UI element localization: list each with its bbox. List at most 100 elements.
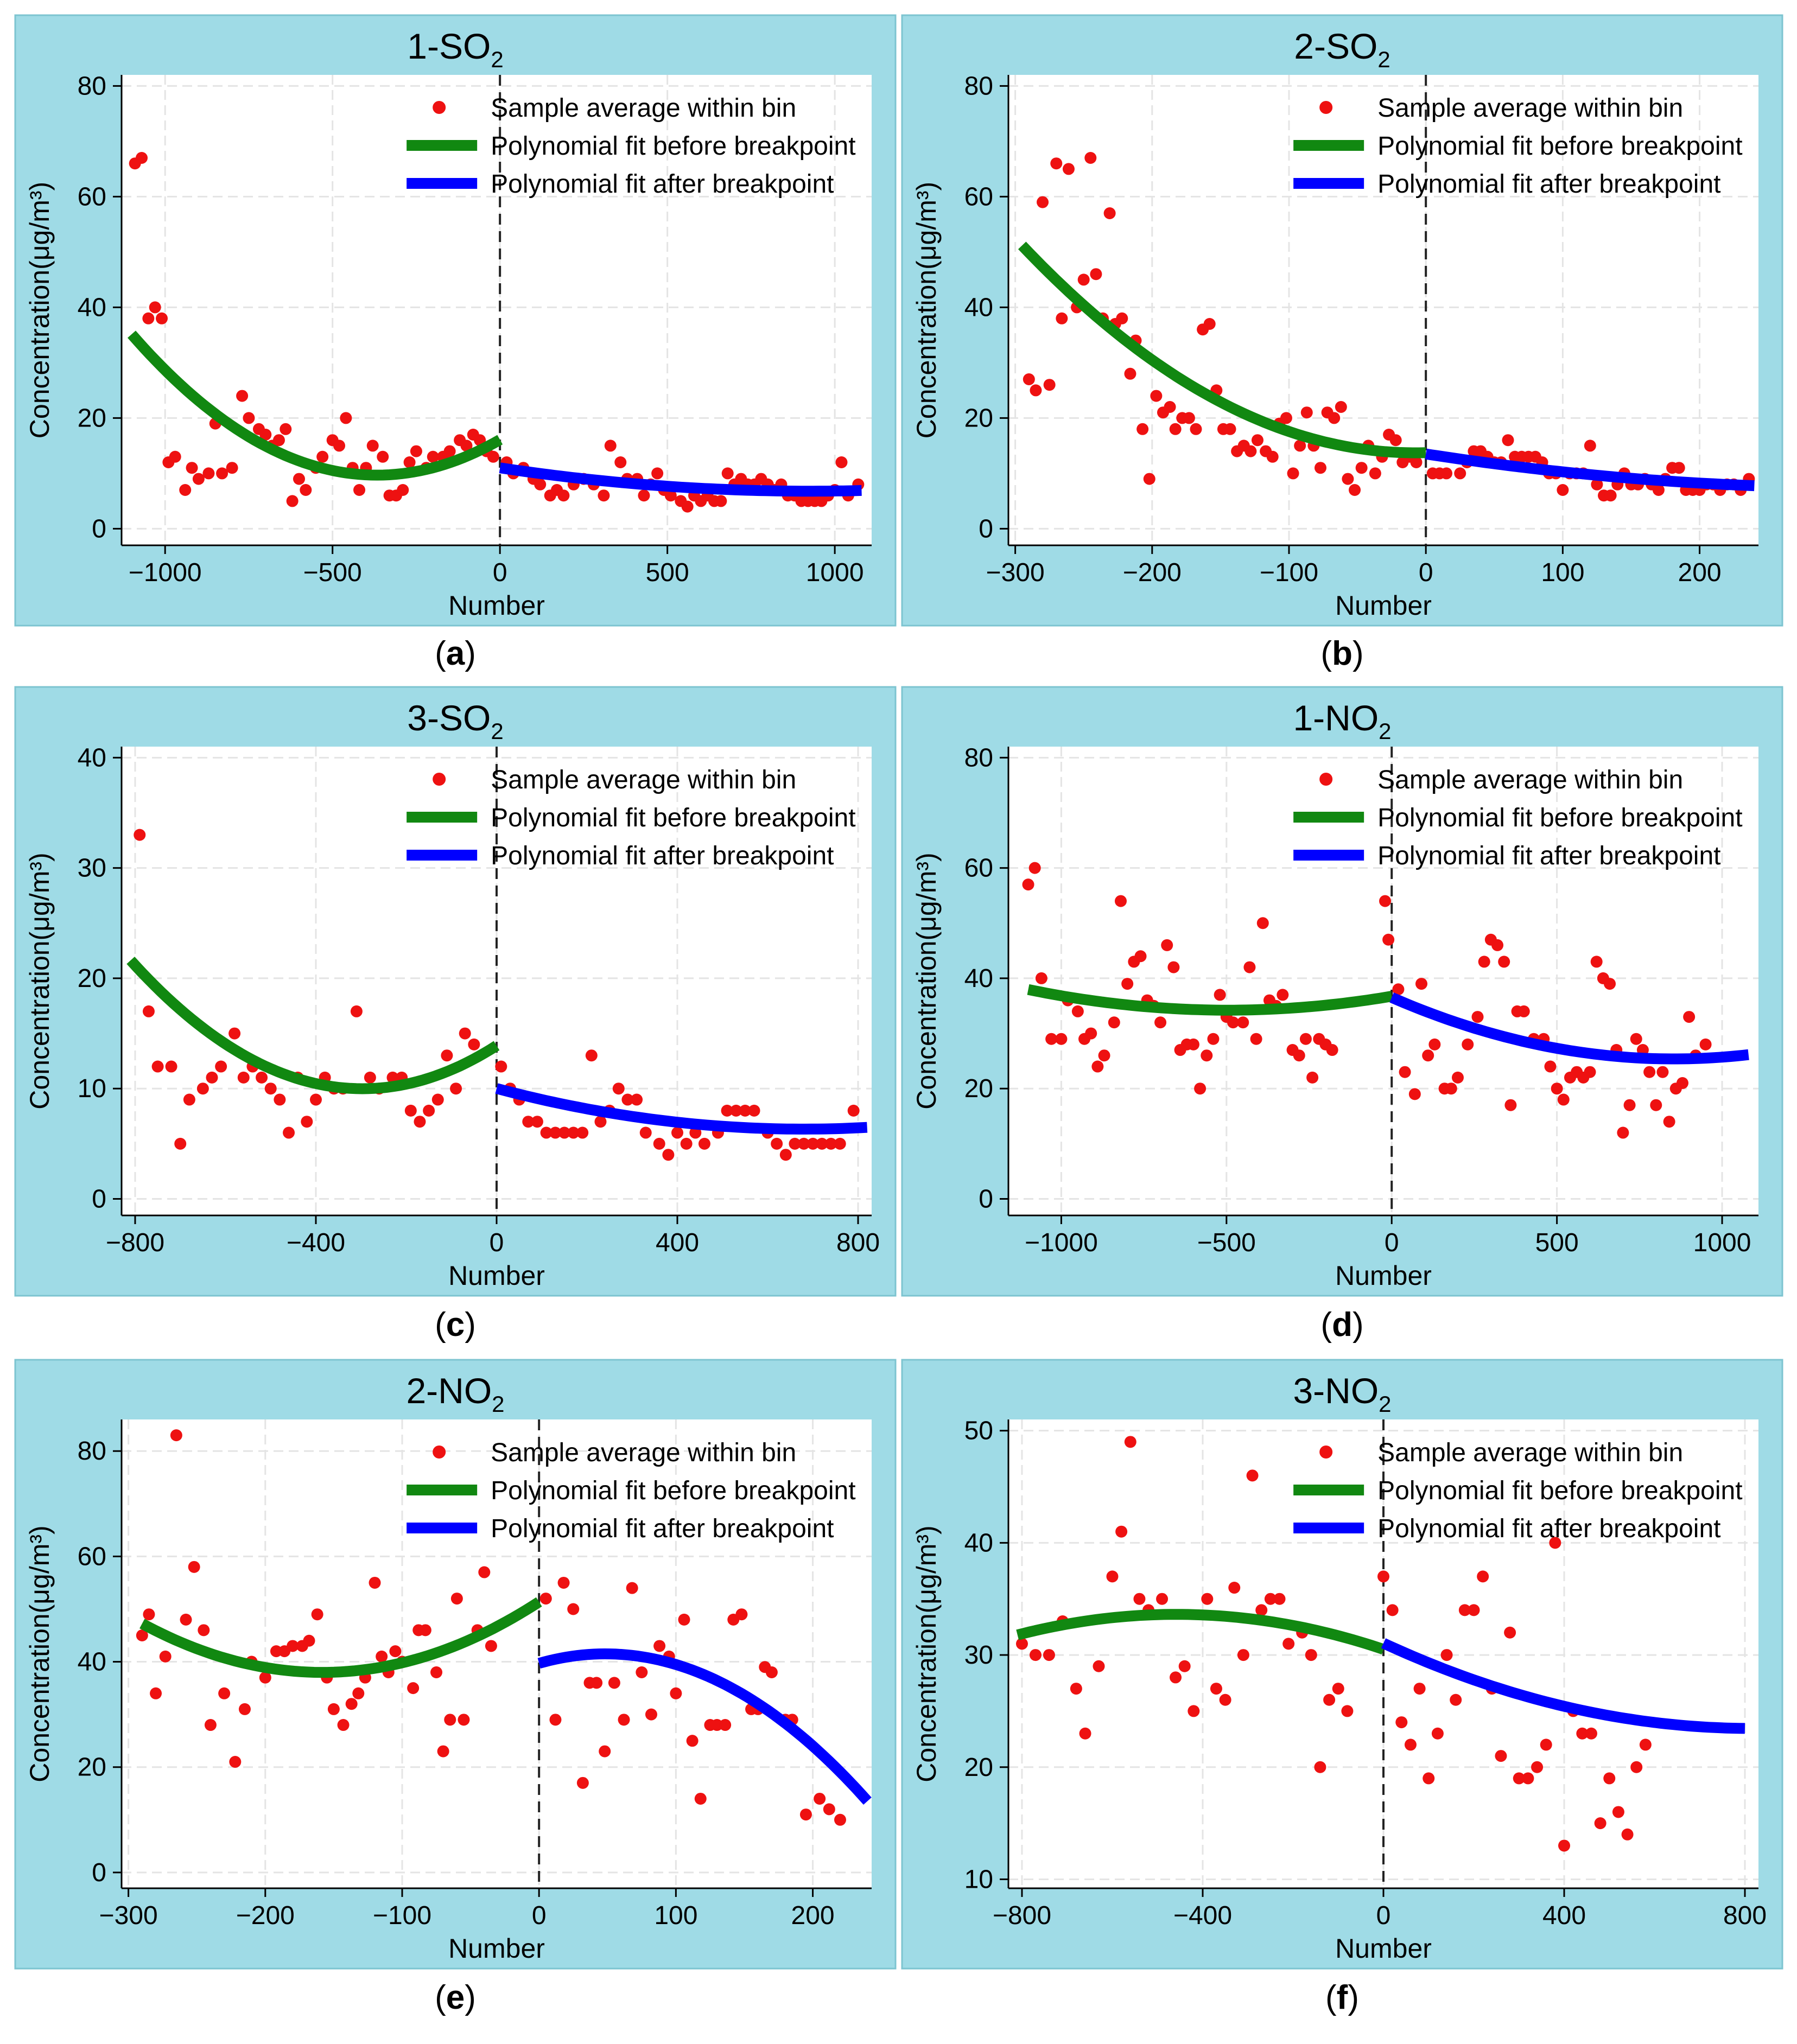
data-point [1167, 961, 1180, 973]
caption-open-paren: ( [1320, 635, 1332, 672]
x-tick-label: 400 [656, 1228, 699, 1257]
caption-close-paren: ) [465, 1306, 476, 1343]
legend-label-points: Sample average within bin [491, 1438, 796, 1467]
data-point [170, 1429, 182, 1442]
y-tick-label: 0 [92, 1858, 106, 1887]
data-point [814, 1792, 826, 1805]
fit-line-after [1389, 992, 1749, 1065]
chart-title-subscript: 2 [491, 47, 503, 72]
data-point [612, 1083, 625, 1095]
data-point [1293, 1049, 1305, 1062]
data-point [1178, 1660, 1191, 1672]
plot-area [1008, 75, 1758, 545]
data-point [301, 1116, 313, 1128]
data-point [1305, 1649, 1317, 1661]
data-point [150, 1687, 162, 1699]
x-tick-label: 100 [1541, 558, 1584, 587]
legend-marker-points [433, 773, 446, 786]
data-point [678, 1613, 690, 1626]
x-axis-label: Number [1335, 1933, 1432, 1964]
data-point [1540, 1739, 1552, 1751]
data-point [1495, 1750, 1507, 1762]
data-point [1203, 318, 1216, 330]
data-point [847, 1104, 860, 1117]
caption-open-paren: ( [435, 635, 446, 672]
chart-title-main: 2-NO [406, 1371, 492, 1411]
data-point [834, 1813, 846, 1826]
legend-label-before: Polynomial fit before breakpoint [491, 804, 855, 832]
data-point [1282, 1638, 1295, 1650]
data-point [327, 1703, 340, 1715]
legend-label-after: Polynomial fit after breakpoint [1377, 842, 1720, 870]
x-tick-label: 100 [654, 1901, 697, 1930]
data-point [558, 1126, 570, 1139]
data-point [1584, 1066, 1596, 1078]
data-point [1255, 1604, 1268, 1616]
y-axis-label: Concentration(μg/m³) [24, 852, 55, 1109]
data-point [1408, 1088, 1421, 1100]
data-point [1114, 895, 1127, 907]
data-point [1037, 196, 1049, 208]
data-point [1207, 1033, 1220, 1045]
data-point [303, 1634, 315, 1647]
data-point [204, 1719, 217, 1731]
data-point [1227, 1016, 1239, 1029]
plot-area [1008, 747, 1758, 1215]
data-point [403, 456, 416, 468]
data-point [680, 1137, 693, 1150]
data-point [1491, 939, 1504, 951]
data-point [1454, 467, 1466, 480]
data-point [721, 467, 734, 480]
data-point [478, 1566, 491, 1578]
y-tick-label: 80 [78, 1437, 106, 1466]
y-axis-label: Concentration(μg/m³) [911, 1525, 942, 1782]
data-point [835, 456, 848, 468]
data-point [567, 1126, 580, 1139]
data-point [437, 1745, 449, 1758]
legend-label-before: Polynomial fit before breakpoint [1377, 804, 1742, 832]
data-point [1028, 862, 1041, 874]
data-point [441, 1049, 453, 1062]
panel-caption: (d) [1320, 1306, 1363, 1343]
chart-title-main: 3-SO [407, 698, 491, 738]
data-point [1266, 450, 1279, 463]
data-point [206, 1071, 218, 1084]
chart-title-subscript: 2 [1379, 718, 1391, 744]
data-point [293, 473, 305, 485]
data-point [1194, 1083, 1207, 1095]
y-tick-label: 60 [78, 1542, 106, 1571]
data-point [404, 1104, 417, 1117]
data-point [798, 1137, 810, 1150]
data-point [229, 1756, 242, 1768]
data-point [430, 1666, 443, 1678]
data-point [1133, 1593, 1146, 1605]
data-point [1576, 1727, 1589, 1740]
panel-caption: (e) [435, 1979, 476, 2016]
data-point [1431, 1727, 1444, 1740]
x-axis-label: Number [1335, 1260, 1432, 1291]
data-point [1612, 1806, 1624, 1818]
fit-line-after [537, 1648, 872, 1805]
y-tick-label: 40 [78, 743, 106, 772]
data-point [1190, 423, 1202, 435]
data-point [1335, 401, 1347, 413]
x-tick-label: 500 [1535, 1228, 1579, 1257]
data-point [443, 445, 456, 457]
data-point [1201, 1049, 1213, 1062]
data-point [1630, 1761, 1643, 1773]
data-point [1035, 972, 1047, 984]
data-point [1458, 1604, 1471, 1616]
data-point [1676, 1077, 1688, 1090]
data-point [585, 1049, 598, 1062]
caption-letter: a [446, 635, 465, 672]
y-tick-label: 40 [964, 964, 993, 993]
y-tick-label: 0 [979, 514, 993, 543]
data-point [198, 1624, 210, 1637]
data-point [662, 1149, 675, 1161]
data-point [1219, 1693, 1231, 1706]
chart-title: 1-NO2 [1293, 698, 1391, 744]
data-point [653, 1137, 665, 1150]
data-point [143, 1608, 155, 1621]
data-point [549, 1126, 562, 1139]
data-point [386, 1071, 399, 1084]
